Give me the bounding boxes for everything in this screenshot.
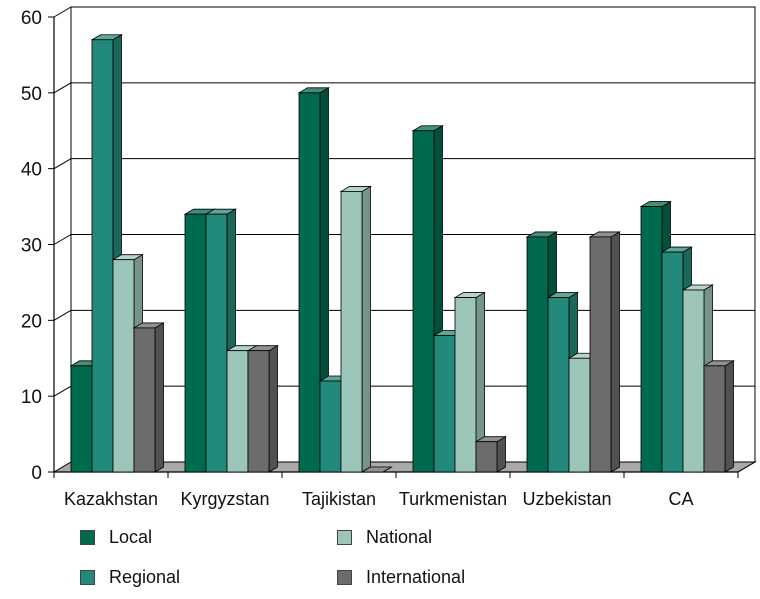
bar-side xyxy=(496,435,506,473)
bar-international-tajikistan xyxy=(360,466,393,473)
bar-front xyxy=(319,380,342,473)
y-tick-label: 50 xyxy=(21,84,42,105)
bar-national-turkmenistan xyxy=(453,291,486,473)
bar-front xyxy=(589,236,612,473)
y-tick-label: 0 xyxy=(31,463,42,484)
bar-front xyxy=(184,213,207,473)
bar-front xyxy=(547,297,570,473)
x-axis-depth-edge xyxy=(737,461,756,473)
bar-side xyxy=(724,360,734,473)
y-tick-label: 30 xyxy=(21,236,42,257)
x-tick-label: Turkmenistan xyxy=(399,489,507,509)
bar-front xyxy=(247,350,270,473)
bar-front xyxy=(340,191,363,473)
bar-local-tajikistan xyxy=(297,87,330,473)
bar-front xyxy=(412,130,435,473)
gridline-side xyxy=(53,82,72,94)
bar-side xyxy=(610,231,620,473)
gridline-side xyxy=(53,309,72,321)
bar-international-turkmenistan xyxy=(474,435,507,473)
bar-side xyxy=(268,344,278,473)
x-tick-label: Kazakhstan xyxy=(64,489,158,509)
bar-side xyxy=(361,185,371,473)
bar-front xyxy=(475,441,498,473)
x-tick-label: Uzbekistan xyxy=(522,489,611,509)
bar-national-tajikistan xyxy=(339,185,372,473)
bar-front xyxy=(526,236,549,473)
bar-front xyxy=(568,357,591,473)
bar-front xyxy=(661,251,684,473)
bar-front xyxy=(91,39,114,473)
y-tick-label: 20 xyxy=(21,311,42,332)
bar-front xyxy=(640,206,663,473)
bar-front xyxy=(112,259,135,473)
bar-front xyxy=(454,297,477,473)
x-tick-label: Tajikistan xyxy=(302,489,376,509)
bar-front xyxy=(133,327,156,473)
bar-side xyxy=(154,322,164,473)
bar-front xyxy=(703,365,726,473)
bar-front xyxy=(682,289,705,473)
bar-front xyxy=(70,365,93,473)
bar-front xyxy=(205,213,228,473)
gridline-side xyxy=(53,158,72,170)
bar-international-kazakhstan xyxy=(132,322,165,473)
gridline-side xyxy=(53,234,72,245)
wall-top-edge xyxy=(53,6,72,18)
bar-front xyxy=(226,350,249,473)
gridline-side xyxy=(53,385,72,397)
y-tick-label: 60 xyxy=(21,8,42,29)
bar-top xyxy=(360,466,393,473)
bar-front xyxy=(433,335,456,473)
bar-international-kyrgyzstan xyxy=(246,344,279,473)
y-tick-label: 40 xyxy=(21,160,42,181)
y-tick-label: 10 xyxy=(21,387,42,408)
bar-international-uzbekistan xyxy=(588,231,621,473)
bar-international-ca xyxy=(702,360,735,473)
bar-front xyxy=(298,92,321,473)
x-tick-label: Kyrgyzstan xyxy=(180,489,269,509)
x-tick-label: CA xyxy=(668,489,693,509)
